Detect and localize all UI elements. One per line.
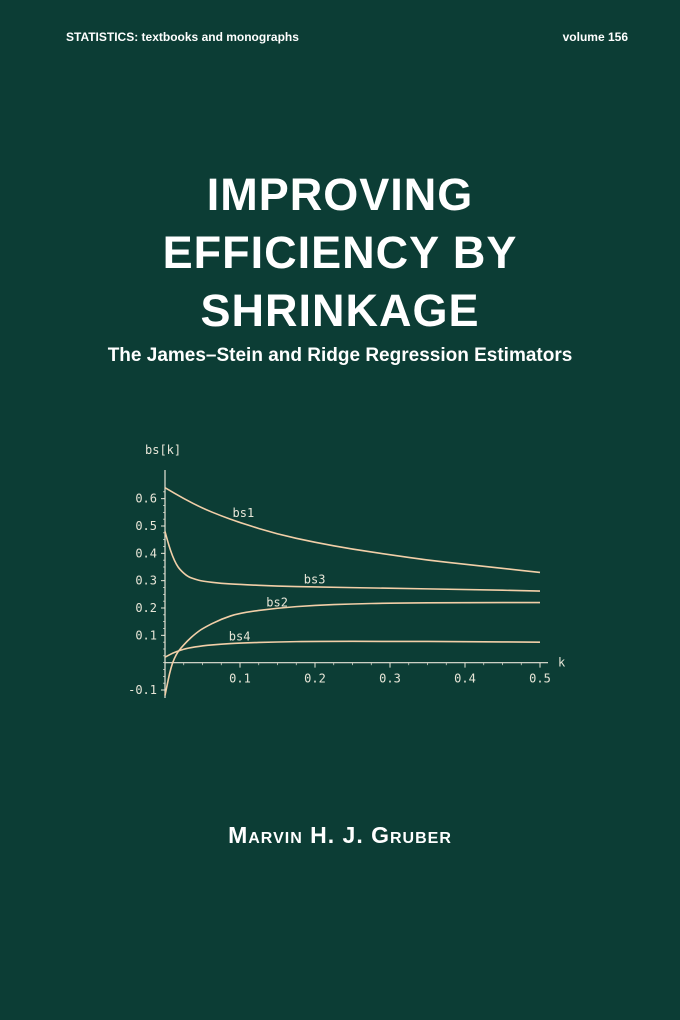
curve-label-bs2: bs2 <box>266 595 288 609</box>
curve-label-bs3: bs3 <box>304 573 326 587</box>
x-tick-label: 0.3 <box>379 672 401 686</box>
volume-number: volume 156 <box>562 30 628 44</box>
curve-label-bs1: bs1 <box>233 506 255 520</box>
shrinkage-chart: -0.1 0.1 0.2 0.3 0.4 0.5 0.6 0.1 0.2 0.3 0.4 0.5 bs[… <box>128 443 566 698</box>
author-text: Marvin H. J. Gruber <box>228 822 452 848</box>
book-subtitle: The James–Stein and Ridge Regression Est… <box>107 345 573 366</box>
y-tick-label: 0.4 <box>135 546 157 560</box>
y-tick-label: -0.1 <box>128 683 157 697</box>
y-tick-label: 0.1 <box>135 628 157 642</box>
y-tick-label: 0.6 <box>135 492 157 506</box>
y-tick-label: 0.2 <box>135 601 157 615</box>
y-tick-label: 0.3 <box>135 574 157 588</box>
chart-labels: bs1 bs3 bs2 bs4 <box>229 506 326 644</box>
series-name: STATISTICS: textbooks and monographs <box>66 30 299 44</box>
chart-curves <box>164 487 541 696</box>
y-tick-label: 0.5 <box>135 519 157 533</box>
y-axis-label: bs[k] <box>145 443 181 457</box>
x-tick-label: 0.2 <box>304 672 326 686</box>
curve-bs2 <box>164 601 540 696</box>
x-tick-label: 0.5 <box>529 672 551 686</box>
x-tick-label: 0.4 <box>454 672 476 686</box>
curve-label-bs4: bs4 <box>229 630 251 644</box>
title-line-3: SHRINKAGE <box>200 285 480 336</box>
title-line-2: EFFICIENCY BY <box>162 227 518 278</box>
curve-bs1 <box>164 487 541 574</box>
curve-bs3 <box>164 531 541 592</box>
author-name: Marvin H. J. Gruber <box>0 822 680 849</box>
chart-axes: -0.1 0.1 0.2 0.3 0.4 0.5 0.6 0.1 0.2 0.3 0.4 0.5 bs[… <box>128 443 566 698</box>
curve-bs4 <box>164 640 541 658</box>
title-line-1: IMPROVING <box>206 169 474 220</box>
book-title: IMPROVING EFFICIENCY BY SHRINKAGE <box>0 166 680 340</box>
x-axis-label: k <box>558 656 566 670</box>
x-tick-label: 0.1 <box>229 672 251 686</box>
